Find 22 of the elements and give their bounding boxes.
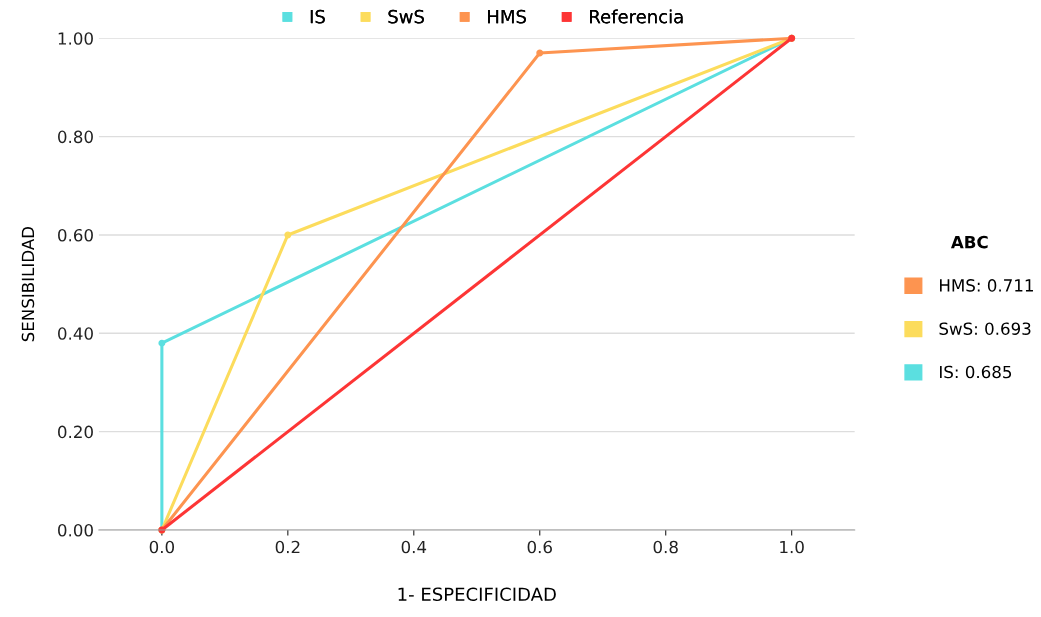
y-tick-label: 0.00 xyxy=(58,523,93,537)
text: SwS: 0.693 xyxy=(939,322,1031,335)
x-tick-label: 0.8 xyxy=(653,540,678,554)
text: IS: 0.685 xyxy=(940,365,1012,379)
x-tick-label: 0.2 xyxy=(275,540,300,554)
x-tick-label: 0.6 xyxy=(527,540,552,554)
legend-title: ABC xyxy=(950,235,988,249)
legend-label: SwS xyxy=(388,9,424,24)
y-tick-label: 0.80 xyxy=(58,130,93,144)
legend-label: IS xyxy=(310,9,325,24)
y-axis-title: SENSIBILIDAD xyxy=(21,226,35,342)
y-tick-label: 1.00 xyxy=(58,32,93,45)
y-tick-label: 0.20 xyxy=(58,425,93,439)
x-axis-title: 1- ESPECIFICIDAD xyxy=(398,587,556,602)
text: HMS: 0.711 xyxy=(940,279,1033,292)
legend-label: Referencia xyxy=(590,9,683,24)
legend-label: HMS xyxy=(488,9,526,24)
y-tick-label: 0.40 xyxy=(58,327,93,340)
x-tick-label: 0.0 xyxy=(149,540,175,554)
x-tick-label: 1.0 xyxy=(780,540,804,554)
x-tick-label: 0.4 xyxy=(401,540,427,554)
y-tick-label: 0.60 xyxy=(58,228,93,242)
